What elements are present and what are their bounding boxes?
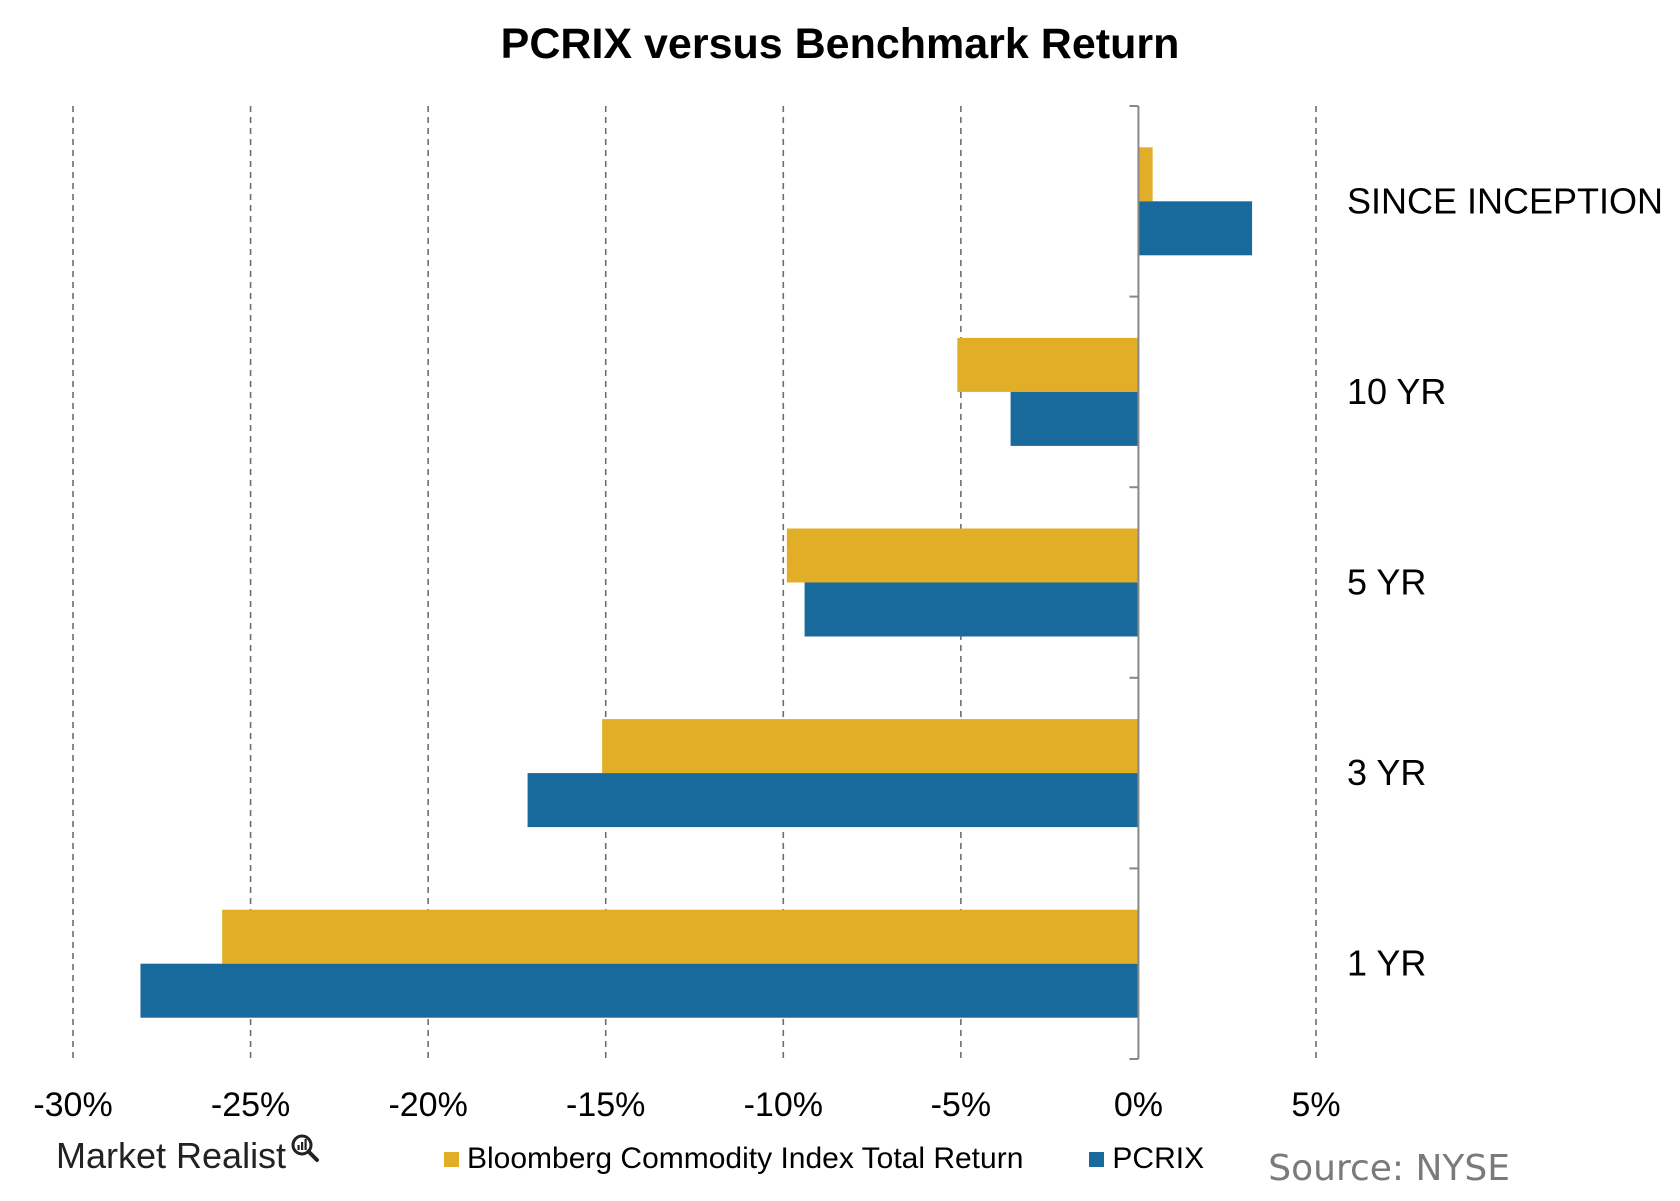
- category-label-0: SINCE INCEPTION: [1347, 180, 1663, 221]
- bar-pcrix-4: [140, 963, 1139, 1018]
- chart-title: PCRIX versus Benchmark Return: [500, 20, 1180, 68]
- bar-pcrix-0: [1138, 201, 1253, 256]
- bar-pcrix-1: [1010, 391, 1139, 446]
- legend-label-benchmark: Bloomberg Commodity Index Total Return: [467, 1142, 1024, 1175]
- category-label-2: 5 YR: [1347, 562, 1426, 603]
- bar-benchmark-3: [602, 719, 1139, 774]
- x-tick-label-7: 5%: [1291, 1086, 1340, 1124]
- x-tick-label-1: -25%: [211, 1086, 290, 1124]
- legend-swatch-pcrix: [1089, 1151, 1105, 1167]
- x-tick-label-3: -15%: [566, 1086, 645, 1124]
- x-tick-label-0: -30%: [33, 1086, 112, 1124]
- bar-pcrix-3: [527, 773, 1139, 828]
- bar-benchmark-4: [222, 909, 1139, 964]
- legend-item-pcrix[interactable]: PCRIX: [1089, 1142, 1204, 1176]
- bar-benchmark-0: [1138, 147, 1153, 202]
- bar-benchmark-1: [957, 337, 1139, 392]
- legend: Bloomberg Commodity Index Total Return P…: [444, 1142, 1270, 1176]
- bar-benchmark-2: [786, 528, 1139, 583]
- category-label-3: 3 YR: [1347, 752, 1426, 793]
- magnifier-chart-icon: [291, 1134, 320, 1162]
- source-note: Source: NYSE: [1268, 1148, 1510, 1189]
- bar-pcrix-2: [804, 582, 1139, 637]
- category-label-1: 10 YR: [1347, 371, 1446, 412]
- x-tick-label-6: 0%: [1114, 1086, 1163, 1124]
- legend-item-benchmark[interactable]: Bloomberg Commodity Index Total Return: [444, 1142, 1023, 1176]
- x-tick-label-2: -20%: [388, 1086, 467, 1124]
- x-tick-label-4: -10%: [744, 1086, 823, 1124]
- brand-name: Market Realist: [56, 1135, 287, 1176]
- x-tick-label-5: -5%: [931, 1086, 991, 1124]
- legend-swatch-benchmark: [444, 1151, 459, 1167]
- category-label-4: 1 YR: [1347, 943, 1426, 984]
- legend-label-pcrix: PCRIX: [1112, 1142, 1205, 1175]
- brand-logo: Market Realist: [56, 1134, 320, 1177]
